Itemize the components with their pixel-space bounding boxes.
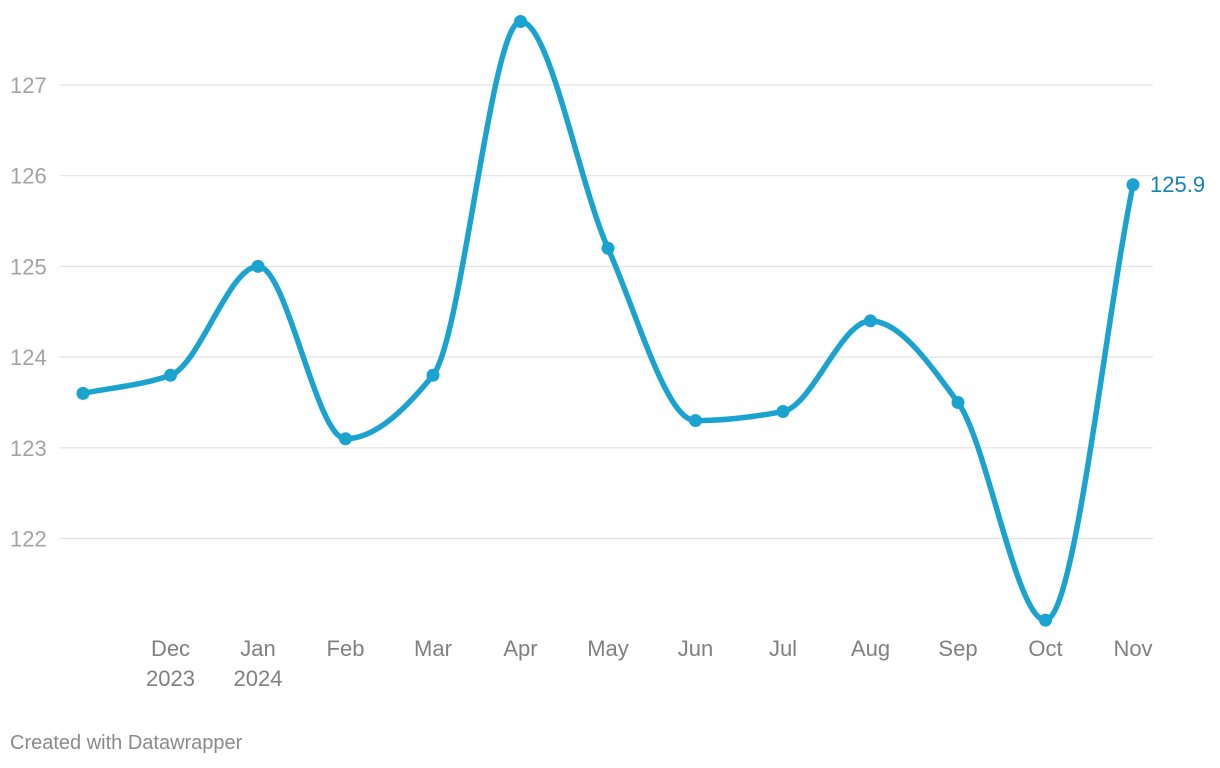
- data-point: [76, 386, 90, 400]
- data-point: [164, 368, 177, 382]
- x-tick-label: Dec: [151, 636, 190, 661]
- data-point: [514, 15, 527, 29]
- y-tick-label: 124: [10, 345, 47, 370]
- x-tick-year-label: 2024: [234, 666, 283, 691]
- x-tick-label: Nov: [1113, 636, 1152, 661]
- gridlines: [60, 84, 1153, 540]
- y-axis-tick-labels: 122 123 124 125 126 127: [10, 73, 47, 552]
- y-tick-label: 126: [10, 164, 47, 189]
- x-tick-label: Jun: [678, 636, 713, 661]
- x-tick-label: Feb: [327, 636, 365, 661]
- data-point: [864, 314, 877, 328]
- series-line: [80, 18, 1136, 623]
- data-point: [426, 368, 440, 382]
- x-tick-year-label: 2023: [146, 666, 195, 691]
- x-tick-label: Jan: [240, 636, 275, 661]
- x-tick-label: Apr: [503, 636, 537, 661]
- data-point: [251, 259, 265, 273]
- y-tick-label: 123: [10, 436, 47, 461]
- x-tick-label: Jul: [769, 636, 797, 661]
- data-points: [76, 15, 1140, 627]
- y-tick-label: 127: [10, 73, 47, 98]
- x-axis-tick-labels: Dec 2023 Jan 2024 Feb Mar Apr May Jun Jul Aug Sep Oc…: [146, 636, 1153, 691]
- data-point: [689, 414, 702, 428]
- data-point: [339, 432, 352, 446]
- data-point: [776, 405, 790, 419]
- data-point: [1126, 178, 1140, 192]
- x-tick-label: May: [587, 636, 629, 661]
- x-tick-label: Mar: [414, 636, 452, 661]
- y-tick-label: 125: [10, 254, 47, 279]
- x-tick-label: Aug: [851, 636, 890, 661]
- y-tick-label: 122: [10, 527, 47, 552]
- credit-text: Created with Datawrapper: [10, 732, 243, 754]
- data-point: [951, 395, 965, 409]
- x-tick-label: Oct: [1028, 636, 1062, 661]
- end-value-label: 125.9: [1150, 172, 1205, 197]
- x-tick-label: Sep: [938, 636, 977, 661]
- data-point: [601, 241, 615, 255]
- data-point: [1039, 613, 1052, 627]
